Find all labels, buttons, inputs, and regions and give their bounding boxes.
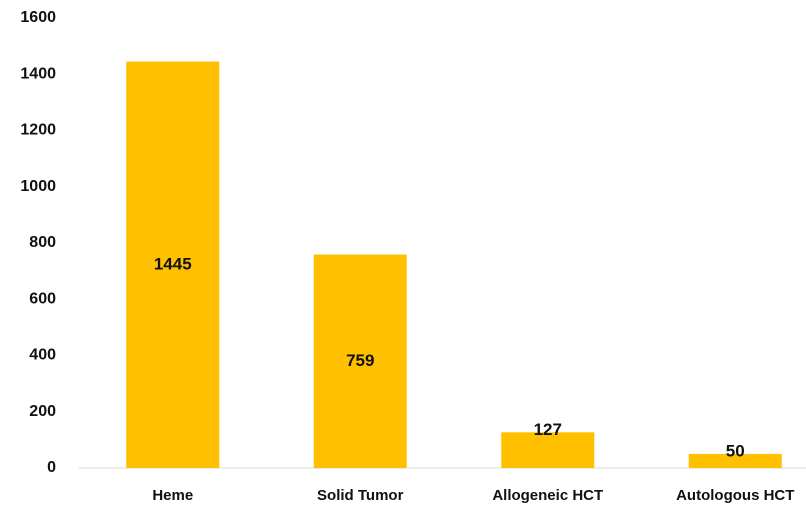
y-tick-label: 1600 <box>20 9 56 26</box>
y-tick-label: 400 <box>29 347 56 364</box>
bar <box>126 61 220 468</box>
data-label: 50 <box>726 441 745 460</box>
data-label: 759 <box>346 351 374 370</box>
data-label: 1445 <box>154 254 192 273</box>
y-tick-label: 1200 <box>20 122 56 139</box>
y-tick-label: 1400 <box>20 65 56 82</box>
bar <box>688 453 782 468</box>
x-tick-label: Allogeneic HCT <box>492 487 603 504</box>
bar <box>313 254 407 468</box>
y-tick-label: 200 <box>29 403 56 420</box>
y-tick-label: 600 <box>29 290 56 307</box>
y-tick-label: 1000 <box>20 178 56 195</box>
y-tick-label: 800 <box>29 234 56 251</box>
data-label: 127 <box>534 420 562 439</box>
x-tick-label: Heme <box>152 487 193 504</box>
x-tick-label: Autologous HCT <box>676 487 794 504</box>
y-tick-label: 0 <box>47 459 56 476</box>
x-tick-label: Solid Tumor <box>317 487 404 504</box>
bar <box>501 432 595 468</box>
